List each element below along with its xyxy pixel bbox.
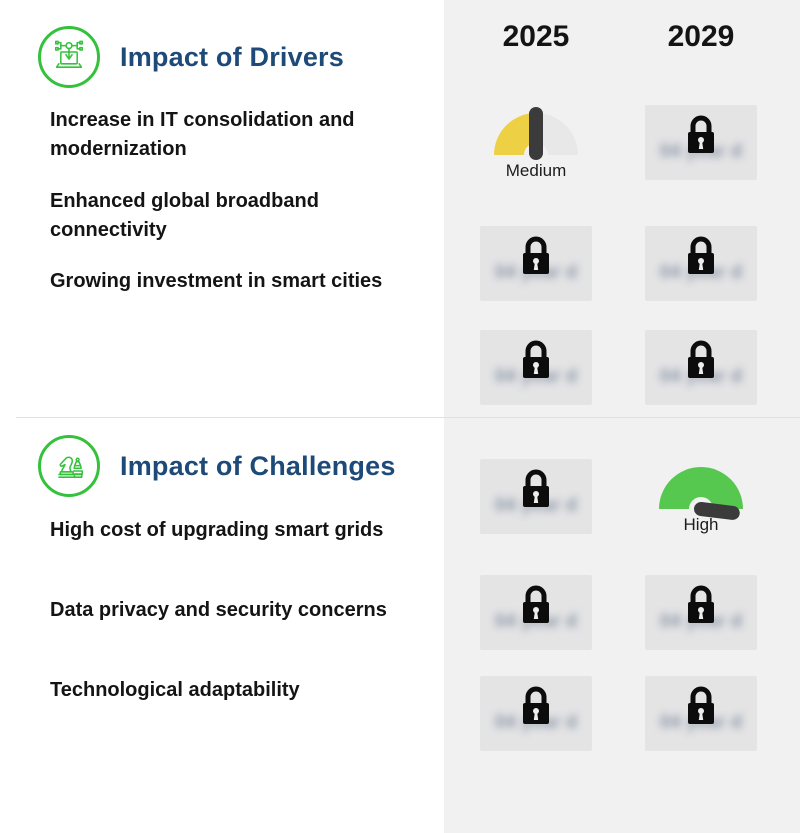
locked-tile-drivers-2029-row2[interactable]: 04 year d: [645, 226, 757, 301]
padlock-icon: [523, 585, 549, 623]
locked-tile-drivers-2025-row3[interactable]: 04 year d: [480, 330, 592, 405]
padlock-icon: [688, 686, 714, 724]
gauge-label: Medium: [505, 161, 567, 180]
challenge-item: Data privacy and security concerns: [50, 599, 387, 621]
gauge-drivers-2025-row1: Medium: [480, 105, 592, 180]
locked-tile-challenges-2025-row3[interactable]: 04 year d: [480, 676, 592, 751]
driver-item: Increase in IT consolidation and moderni…: [50, 109, 355, 160]
driver-item: Enhanced global broadband connectivity: [50, 190, 319, 241]
locked-tile-drivers-2029-row1[interactable]: 04 year d: [645, 105, 757, 180]
padlock-icon: [523, 236, 549, 274]
gauge-challenges-2029-row1: High: [645, 459, 757, 534]
challenges-section-title: Impact of Challenges: [120, 450, 396, 481]
locked-tile-challenges-2029-row2[interactable]: 04 year d: [645, 575, 757, 650]
gauge-needle-icon: [529, 107, 543, 160]
chess-strategy-icon: [38, 435, 100, 497]
padlock-icon: [523, 469, 549, 507]
locked-tile-challenges-2025-row1[interactable]: 04 year d: [480, 459, 592, 534]
challenge-item: Technological adaptability: [50, 679, 300, 701]
it-consolidation-icon: [38, 26, 100, 88]
padlock-icon: [523, 340, 549, 378]
padlock-icon: [688, 236, 714, 274]
driver-item: Growing investment in smart cities: [50, 270, 383, 292]
column-header-2025: 2025: [502, 20, 570, 53]
locked-tile-challenges-2029-row3[interactable]: 04 year d: [645, 676, 757, 751]
gauge-label: High: [683, 515, 719, 534]
padlock-icon: [523, 686, 549, 724]
padlock-icon: [688, 115, 714, 153]
year-values-panel: 2025 2029 Medium 04 year d 04 year d: [444, 0, 800, 833]
challenges-section-header: Impact of Challenges: [38, 435, 396, 497]
challenge-item: High cost of upgrading smart grids: [50, 519, 384, 541]
padlock-icon: [688, 585, 714, 623]
locked-tile-drivers-2029-row3[interactable]: 04 year d: [645, 330, 757, 405]
locked-tile-drivers-2025-row2[interactable]: 04 year d: [480, 226, 592, 301]
padlock-icon: [688, 340, 714, 378]
drivers-section-title: Impact of Drivers: [120, 41, 344, 72]
section-divider: [16, 417, 800, 418]
locked-tile-challenges-2025-row2[interactable]: 04 year d: [480, 575, 592, 650]
drivers-section-header: Impact of Drivers: [38, 26, 344, 88]
column-header-2029: 2029: [667, 20, 735, 53]
